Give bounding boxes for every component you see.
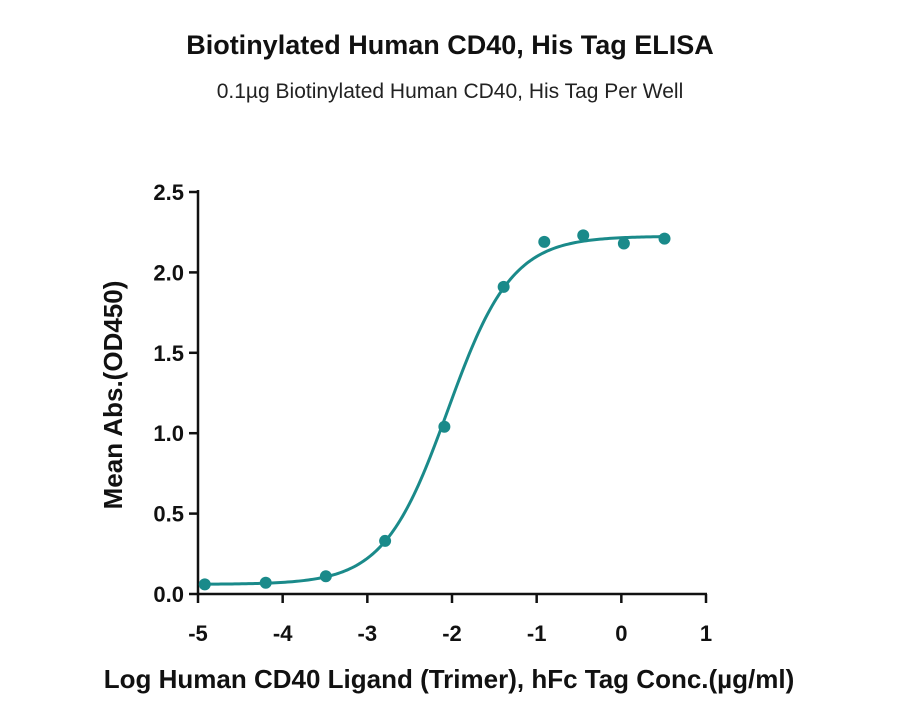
y-tick-label: 0.0 — [153, 582, 184, 607]
y-tick-label: 2.0 — [153, 260, 184, 285]
x-tick-label: -4 — [273, 621, 293, 646]
y-tick-label: 2.5 — [153, 180, 184, 205]
data-point — [617, 237, 630, 250]
x-tick-label: -5 — [188, 621, 208, 646]
x-tick-label: -3 — [358, 621, 378, 646]
data-point — [438, 420, 451, 433]
x-tick-label: -2 — [442, 621, 462, 646]
chart-subtitle: 0.1µg Biotinylated Human CD40, His Tag P… — [216, 80, 684, 103]
x-axis-label: Log Human CD40 Ligand (Trimer), hFc Tag … — [104, 664, 795, 694]
y-tick-label: 1.0 — [153, 421, 184, 446]
data-point — [497, 280, 510, 293]
data-point — [319, 570, 332, 583]
data-point — [577, 229, 590, 242]
x-tick-label: -1 — [527, 621, 547, 646]
chart-title: Biotinylated Human CD40, His Tag ELISA — [186, 30, 714, 60]
x-tick-label: 0 — [615, 621, 627, 646]
data-point — [538, 235, 551, 248]
x-tick-label: 1 — [700, 621, 712, 646]
fit-curve — [204, 235, 665, 586]
data-point — [658, 232, 671, 245]
y-axis-label: Mean Abs.(OD450) — [98, 281, 128, 510]
data-point — [198, 578, 211, 591]
data-point — [379, 534, 392, 547]
y-tick-label: 1.5 — [153, 341, 184, 366]
y-tick-label: 0.5 — [153, 502, 184, 527]
data-point — [259, 576, 272, 589]
